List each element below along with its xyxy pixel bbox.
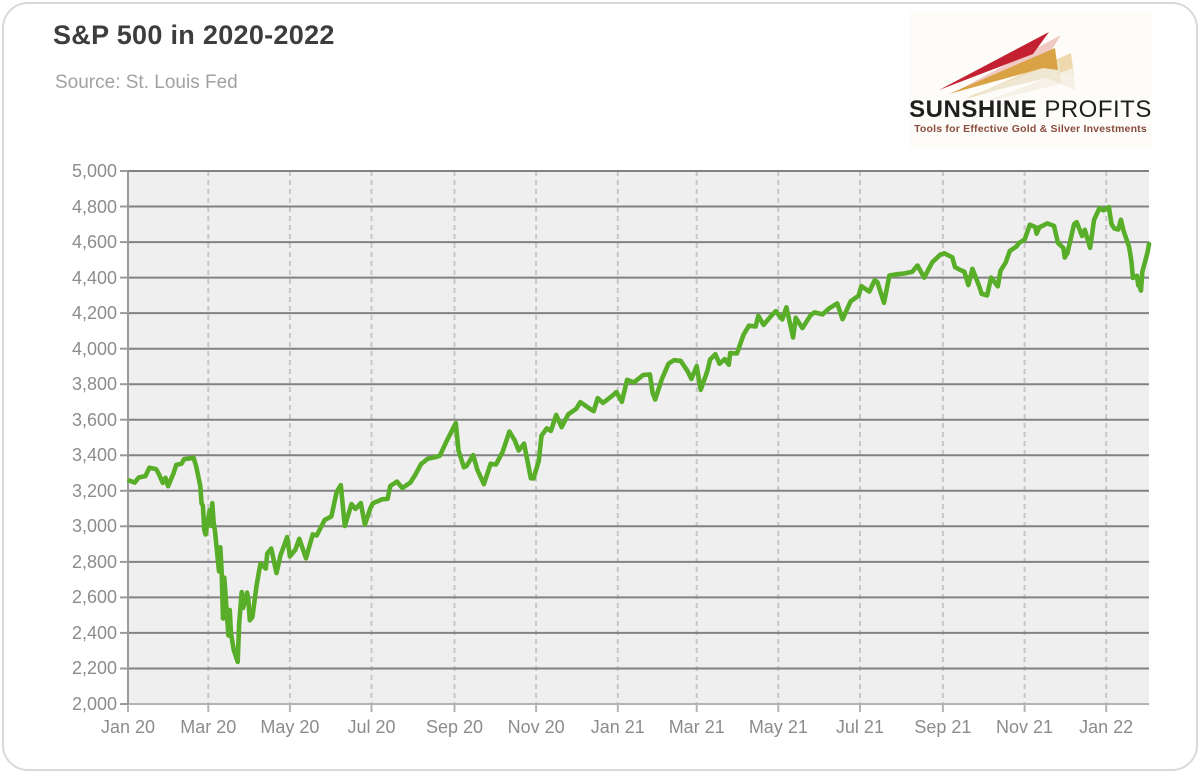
x-axis-label: Mar 21 [668, 717, 725, 737]
plot-background [128, 171, 1149, 704]
x-axis-label: May 21 [748, 717, 808, 737]
y-axis-label: 2,600 [71, 587, 117, 608]
x-axis-label: Nov 20 [507, 717, 565, 737]
y-axis-label: 4,000 [71, 338, 117, 359]
y-axis-label: 2,000 [71, 694, 117, 714]
x-axis-label: Jan 20 [100, 717, 156, 737]
chart-canvas [120, 170, 1152, 712]
y-axis-label: 3,600 [71, 409, 117, 430]
y-axis-label: 3,800 [71, 374, 117, 395]
y-axis-label: 4,400 [71, 267, 117, 288]
x-axis-label: Sep 21 [914, 717, 972, 737]
source-text: Source: St. Louis Fed [55, 72, 238, 93]
x-axis-label: Jan 21 [590, 717, 645, 737]
y-axis-label: 4,200 [71, 303, 117, 324]
x-axis-label: Jul 21 [835, 717, 884, 737]
sp500-price-line [127, 204, 1152, 665]
logo-tagline: Tools for Effective Gold & Silver Invest… [914, 123, 1147, 135]
x-axis-label: Sep 20 [425, 717, 484, 737]
logo-arrows-icon [939, 32, 1075, 103]
y-axis-label: 2,400 [71, 622, 117, 643]
x-axis-label: Jan 22 [1079, 717, 1134, 737]
x-axis-label: Mar 20 [180, 717, 237, 737]
x-axis-label: May 20 [260, 717, 320, 737]
y-axis-label: 2,800 [71, 551, 117, 572]
x-axis-label: Jul 20 [347, 717, 396, 737]
logo-brand: SUNSHINE PROFITS [909, 96, 1152, 124]
logo-brand-primary: SUNSHINE [909, 96, 1038, 123]
y-axis-label: 3,200 [71, 480, 117, 501]
y-axis-label: 5,000 [71, 161, 117, 181]
y-axis-label: 4,600 [71, 232, 117, 253]
page-title: S&P 500 in 2020-2022 [53, 20, 335, 50]
logo-brand-secondary: PROFITS [1037, 96, 1152, 123]
y-axis-label: 3,400 [71, 445, 117, 466]
x-axis-label: Nov 21 [996, 717, 1054, 737]
y-axis-label: 3,000 [71, 516, 117, 537]
y-axis-label: 2,200 [71, 658, 117, 679]
y-axis-label: 4,800 [71, 196, 117, 217]
sunshine-profits-logo: SUNSHINE PROFITS Tools for Effective Gol… [909, 12, 1152, 148]
